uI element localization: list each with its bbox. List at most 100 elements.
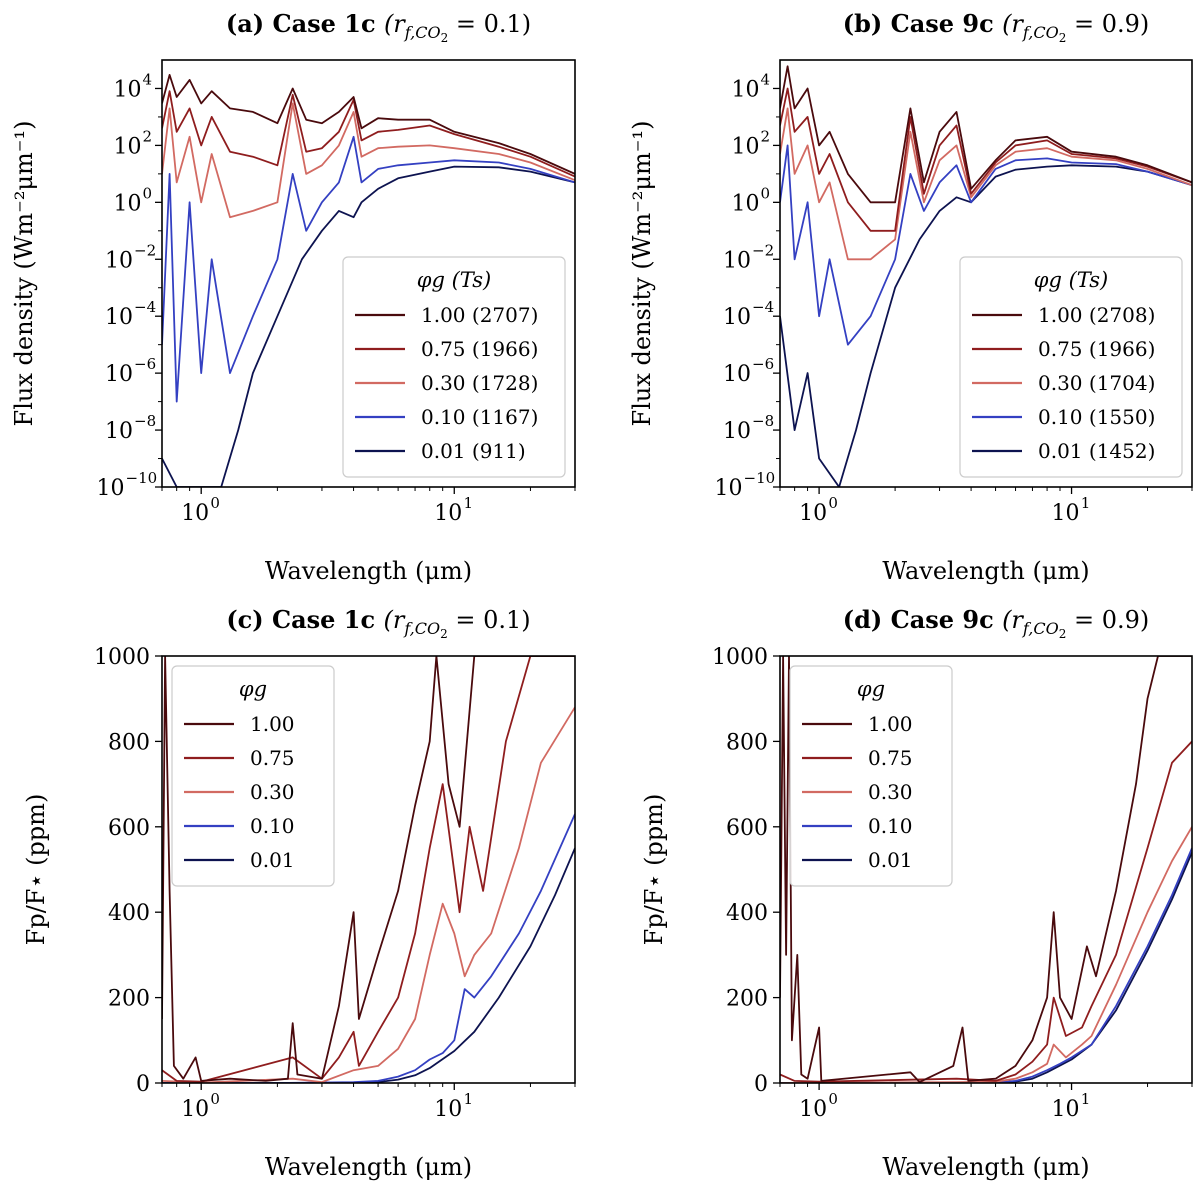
y-tick-exponent: −4	[752, 298, 774, 316]
series-line-0.75	[162, 656, 575, 1083]
y-tick-label: 200	[108, 987, 150, 1012]
panel-title: (c) Case 1c (rf,CO2 = 0.1)	[226, 605, 530, 641]
y-tick-label: 10	[732, 134, 760, 159]
title-prefix: (c) Case 1c	[226, 605, 383, 634]
legend: φg (Ts) 1.00 (2708) 0.75 (1966) 0.30 (1704)…	[959, 256, 1183, 478]
y-tick-label: 200	[726, 987, 768, 1012]
legend-title: φg (Ts)	[1034, 268, 1108, 292]
y-tick-exponent: −6	[134, 355, 156, 373]
panel-title: (a) Case 1c (rf,CO2 = 0.1)	[226, 9, 531, 45]
legend: φg 1.00 0.75 0.30 0.10 0.01	[789, 665, 953, 887]
x-tick-exponent: 0	[828, 1090, 838, 1108]
legend-label: 1.00	[250, 712, 295, 736]
legend-label: 1.00 (2708)	[1038, 303, 1155, 327]
y-tick-exponent: −2	[134, 241, 156, 259]
title-math: (r	[1002, 606, 1024, 634]
series-line-0.75	[162, 90, 575, 178]
legend-box	[959, 256, 1183, 478]
series-line-0.01	[780, 852, 1192, 1083]
title-eq: = 0.9)	[1066, 606, 1149, 634]
y-tick-label: 10	[723, 248, 751, 273]
legend-label: 0.10	[250, 814, 295, 838]
legend-label: 0.75	[250, 746, 295, 770]
series-group	[162, 656, 575, 1083]
y-tick-exponent: 2	[761, 127, 771, 145]
y-tick-label: 400	[108, 901, 150, 926]
x-axis-label: Wavelength (μm)	[265, 557, 472, 585]
series-group	[162, 74, 575, 487]
x-tick-label: 10	[1052, 1097, 1080, 1122]
legend-label: 0.30 (1728)	[421, 371, 538, 395]
legend-label: 0.75	[868, 746, 913, 770]
panel-title: (b) Case 9c (rf,CO2 = 0.9)	[843, 9, 1150, 45]
title-prefix: (a) Case 1c	[226, 9, 384, 38]
x-axis-label: Wavelength (μm)	[882, 557, 1089, 585]
y-axis-label: Flux density (Wm⁻²μm⁻¹)	[628, 121, 656, 427]
panel-title: (d) Case 9c (rf,CO2 = 0.9)	[843, 605, 1150, 641]
y-tick-label: 10	[114, 134, 142, 159]
y-tick-label: 10	[732, 191, 760, 216]
legend-label: 0.10 (1550)	[1038, 405, 1155, 429]
y-tick-exponent: −2	[752, 241, 774, 259]
y-tick-label: 10	[723, 305, 751, 330]
series-line-0.30	[780, 826, 1192, 1083]
series-line-1.00	[162, 74, 575, 175]
x-tick-label: 10	[181, 1097, 209, 1122]
title-prefix: (b) Case 9c	[843, 9, 1002, 38]
series-line-0.30	[162, 102, 575, 219]
y-tick-label: 600	[726, 816, 768, 841]
legend-label: 0.30	[868, 780, 913, 804]
series-line-0.01	[162, 165, 575, 487]
title-math: (r	[384, 10, 406, 38]
y-tick-label: 10	[105, 362, 133, 387]
legend-box	[171, 665, 335, 887]
series-line-0.01	[780, 164, 1192, 487]
legend-label: 0.01 (1452)	[1038, 439, 1155, 463]
legend-label: 0.01	[250, 848, 295, 872]
y-tick-exponent: −6	[752, 355, 774, 373]
x-tick-exponent: 1	[463, 1090, 473, 1108]
legend-box	[342, 256, 566, 478]
axes-frame	[779, 655, 1193, 1084]
legend-label: 0.01	[868, 848, 913, 872]
legend-label: 0.75 (1966)	[421, 337, 538, 361]
x-tick-exponent: 0	[210, 1090, 220, 1108]
series-line-1.00	[162, 656, 575, 1082]
series-line-1.00	[780, 65, 1192, 204]
legend-label: 1.00	[868, 712, 913, 736]
y-axis-label: Fp/F⋆ (ppm)	[22, 794, 50, 946]
series-group	[780, 65, 1192, 487]
legend: φg 1.00 0.75 0.30 0.10 0.01	[171, 665, 335, 887]
y-tick-label: 10	[97, 476, 125, 501]
legend-label: 0.01 (911)	[421, 439, 526, 463]
y-tick-label: 10	[723, 362, 751, 387]
legend-box	[789, 665, 953, 887]
title-eq: = 0.1)	[448, 606, 531, 634]
x-tick-exponent: 1	[463, 494, 473, 512]
legend-title: φg	[239, 677, 267, 701]
y-tick-exponent: −8	[752, 412, 774, 430]
x-tick-label: 10	[799, 1097, 827, 1122]
legend-label: 0.30 (1704)	[1038, 371, 1155, 395]
title-eq: = 0.9)	[1066, 10, 1149, 38]
y-tick-label: 10	[105, 419, 133, 444]
axes-frame	[779, 59, 1193, 488]
y-tick-exponent: −4	[134, 298, 156, 316]
x-tick-label: 10	[434, 501, 462, 526]
x-axis-label: Wavelength (μm)	[265, 1153, 472, 1181]
y-tick-exponent: 4	[143, 70, 153, 88]
legend-title: φg	[857, 677, 885, 701]
y-tick-label: 800	[726, 730, 768, 755]
y-tick-label: 10	[105, 305, 133, 330]
y-tick-label: 800	[108, 730, 150, 755]
legend-label: 1.00 (2707)	[421, 303, 538, 327]
x-tick-exponent: 0	[828, 494, 838, 512]
y-tick-exponent: 0	[761, 184, 771, 202]
y-tick-label: 10	[114, 191, 142, 216]
y-axis-label: Fp/F⋆ (ppm)	[640, 794, 668, 946]
y-tick-label: 1000	[94, 645, 150, 670]
y-tick-label: 10	[732, 77, 760, 102]
x-tick-label: 10	[181, 501, 209, 526]
